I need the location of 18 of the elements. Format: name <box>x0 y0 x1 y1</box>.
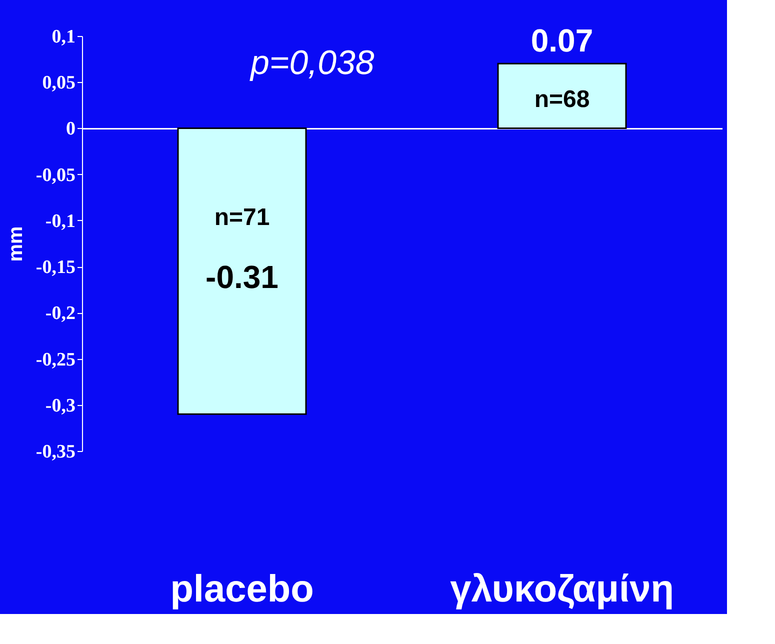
y-axis-title: mm <box>4 226 27 262</box>
y-tick-label: -0,3 <box>45 395 76 416</box>
y-tick-label: 0 <box>66 118 76 140</box>
y-tick-label: -0,05 <box>36 164 76 186</box>
y-tick-label: -0,1 <box>45 210 76 232</box>
y-tick-label: -0,2 <box>45 303 76 324</box>
x-tick-label: placebo <box>170 568 314 610</box>
data-label: -0.31 <box>206 258 278 295</box>
y-tick-label: -0,15 <box>36 257 76 278</box>
data-label: 0.07 <box>530 22 594 59</box>
y-tick-label: -0,35 <box>36 442 76 462</box>
annotation: n=68 <box>534 86 590 114</box>
y-tick-label: -0,25 <box>36 349 76 370</box>
x-tick-label: γλυκοζαμίνη <box>450 568 674 610</box>
y-tick-label: 0,05 <box>42 72 76 94</box>
y-tick-label: 0,1 <box>52 26 76 48</box>
annotation: p=0,038 <box>249 44 374 82</box>
annotation: n=71 <box>214 204 270 232</box>
